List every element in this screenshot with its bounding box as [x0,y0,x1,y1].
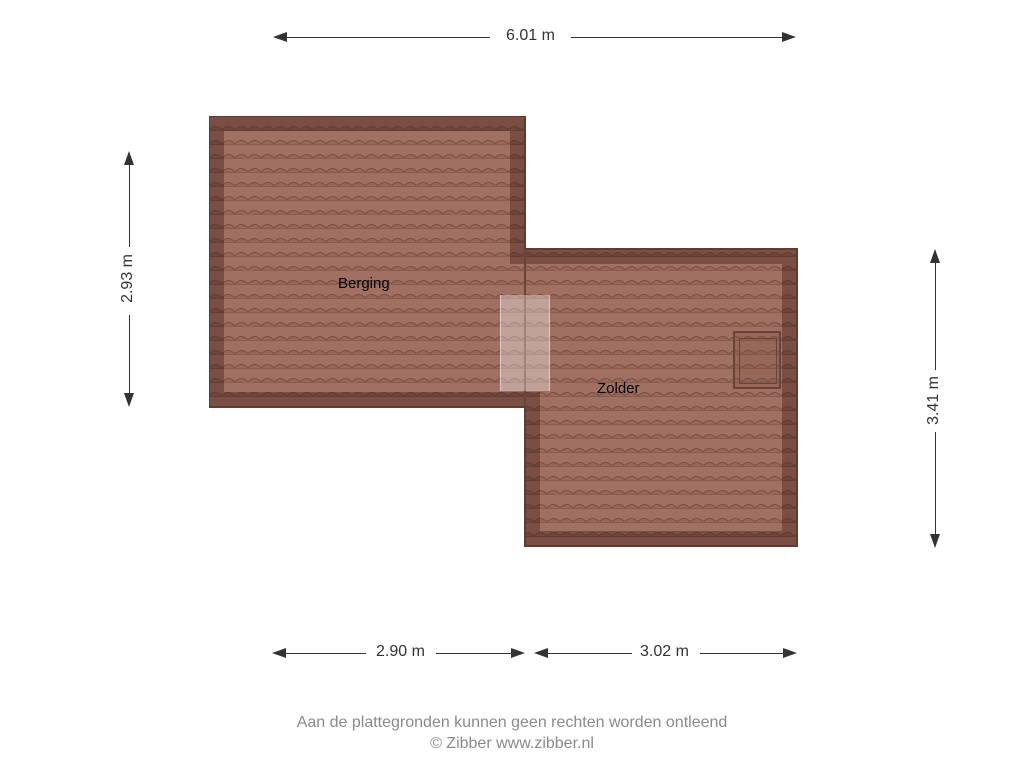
dim-arrow [930,249,940,263]
dim-line [571,37,782,38]
dim-arrow [782,32,796,42]
dim-arrow [124,393,134,407]
room-label-zolder: Zolder [597,380,640,397]
dim-bottom-right-label: 3.02 m [640,643,689,661]
dim-right-label: 3.41 m [925,376,943,425]
dim-arrow [273,32,287,42]
dim-arrow [534,648,548,658]
dim-line [700,653,783,654]
floorplan-canvas: { "type": "floorplan", "unit": "m", "can… [0,0,1024,768]
footer: Aan de plattegronden kunnen geen rechten… [0,713,1024,755]
dim-arrow [272,648,286,658]
dim-line [286,653,366,654]
dim-line [436,653,511,654]
footer-disclaimer: Aan de plattegronden kunnen geen rechten… [297,714,728,731]
dim-arrow [783,648,797,658]
roof-feature [733,331,781,389]
room-label-berging: Berging [338,275,390,292]
dim-line [287,37,490,38]
dim-bottom-left-label: 2.90 m [376,643,425,661]
dim-top-label: 6.01 m [506,27,555,45]
footer-copyright: © Zibber www.zibber.nl [430,735,594,752]
dim-line [129,165,130,247]
roof-hatch [500,295,550,391]
dim-line [935,263,936,370]
dim-line [548,653,632,654]
dim-arrow [511,648,525,658]
dim-arrow [930,534,940,548]
dim-arrow [124,151,134,165]
dim-left-label: 2.93 m [119,254,137,303]
dim-line [935,432,936,534]
dim-line [129,315,130,393]
